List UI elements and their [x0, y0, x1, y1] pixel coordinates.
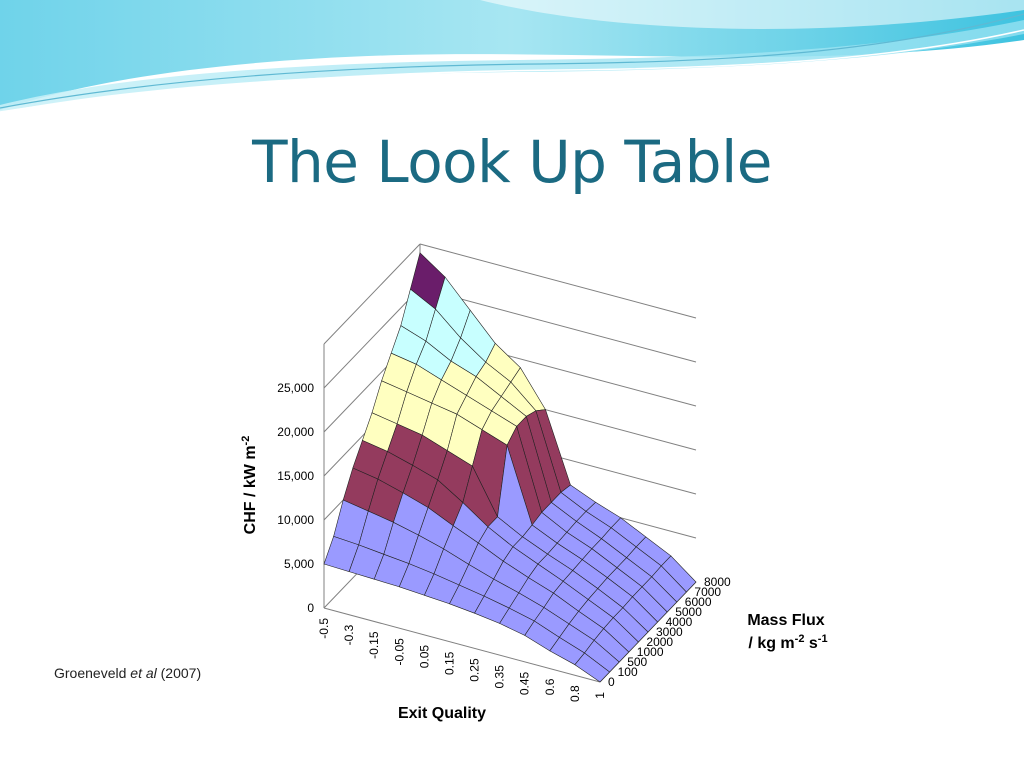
wall-grid-line — [419, 287, 697, 363]
x-tick-label: 0.15 — [442, 651, 456, 675]
z-tick-label: 5,000 — [284, 557, 314, 571]
x-tick-label: -0.05 — [392, 638, 406, 666]
surface-cell — [574, 652, 611, 683]
x-tick-label: 0.6 — [543, 678, 557, 695]
chf-surface — [323, 252, 697, 683]
x-tick-label: 0.25 — [468, 658, 482, 682]
y-axis-title: Mass Flux — [747, 612, 824, 629]
decorative-wave-banner — [0, 0, 1024, 113]
z-tick-label: 20,000 — [277, 425, 314, 439]
y-axis-units: / kg m-2 s-1 — [748, 633, 827, 652]
z-tick-label: 15,000 — [277, 469, 314, 483]
x-tick-label: -0.5 — [317, 618, 331, 639]
y-tick-label: 6000 — [685, 595, 712, 609]
slide-title: The Look Up Table — [252, 128, 772, 196]
citation-year: (2007) — [160, 665, 202, 681]
wave-line — [0, 13, 1024, 109]
y-tick-label: 0 — [608, 675, 615, 689]
y-tick-label: 4000 — [666, 615, 693, 629]
y-tick-label: 1000 — [637, 645, 664, 659]
y-tick-label: 7000 — [694, 585, 721, 599]
wall-grid-line — [419, 243, 697, 319]
wave-line — [0, 29, 1024, 113]
wave-highlight — [0, 20, 1024, 112]
wall-grid-line — [323, 243, 421, 345]
x-tick-label: 0.35 — [493, 665, 507, 689]
z-axis-title: CHF / kW m-2 — [240, 436, 259, 535]
y-tick-label: 100 — [618, 665, 638, 679]
x-tick-label: -0.15 — [367, 631, 381, 659]
y-tick-label: 500 — [627, 655, 647, 669]
z-tick-label: 25,000 — [277, 381, 314, 395]
x-tick-label: 0.05 — [417, 645, 431, 669]
wave-top-white — [480, 0, 1024, 29]
wall-grid-line — [323, 287, 421, 389]
z-tick-label: 10,000 — [277, 513, 314, 527]
z-tick-label: 0 — [307, 601, 314, 615]
x-tick-label: -0.3 — [342, 624, 356, 645]
wall-grid-line — [323, 607, 601, 683]
y-tick-label: 2000 — [646, 635, 673, 649]
y-tick-label: 3000 — [656, 625, 683, 639]
x-tick-label: 0.45 — [518, 671, 532, 695]
chf-surface-chart: 0 5,000 10,000 15,000 20,000 25,000 -0.5 -0.3 -0… — [240, 243, 828, 722]
x-tick-label: 1 — [593, 692, 607, 699]
y-tick-label: 8000 — [704, 575, 731, 589]
citation-author: Groeneveld — [54, 665, 127, 681]
citation-etal: et al — [130, 665, 157, 681]
x-tick-label: 0.8 — [568, 685, 582, 702]
x-axis-title: Exit Quality — [398, 705, 486, 722]
citation: Groeneveld et al (2007) — [54, 665, 201, 681]
y-tick-label: 5000 — [675, 605, 702, 619]
